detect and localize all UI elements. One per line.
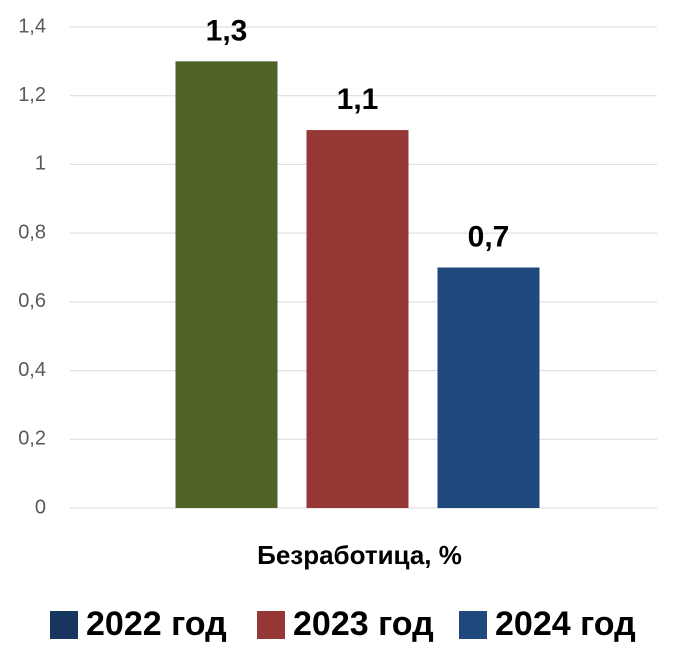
y-tick-label: 0 [35,496,46,518]
legend-label: 2024 год [495,605,636,643]
y-tick-label: 0,4 [18,359,46,381]
y-tick-label: 0,6 [18,290,46,312]
value-label: 0,7 [468,220,510,253]
y-tick-label: 1,2 [18,84,46,106]
y-tick-label: 0,8 [18,221,46,243]
legend-label: 2023 год [293,605,434,643]
bar [175,61,278,508]
legend-label: 2022 год [86,605,227,643]
legend-swatch [50,611,78,639]
bar [437,267,540,508]
value-label: 1,1 [337,83,379,116]
x-category-label: Безработица, % [257,540,462,570]
y-tick-label: 1,4 [18,15,46,37]
legend-swatch [459,611,487,639]
y-tick-label: 1 [35,153,46,175]
value-label: 1,3 [206,14,248,47]
legend-swatch [257,611,285,639]
bar [306,130,409,509]
y-tick-label: 0,2 [18,428,46,450]
